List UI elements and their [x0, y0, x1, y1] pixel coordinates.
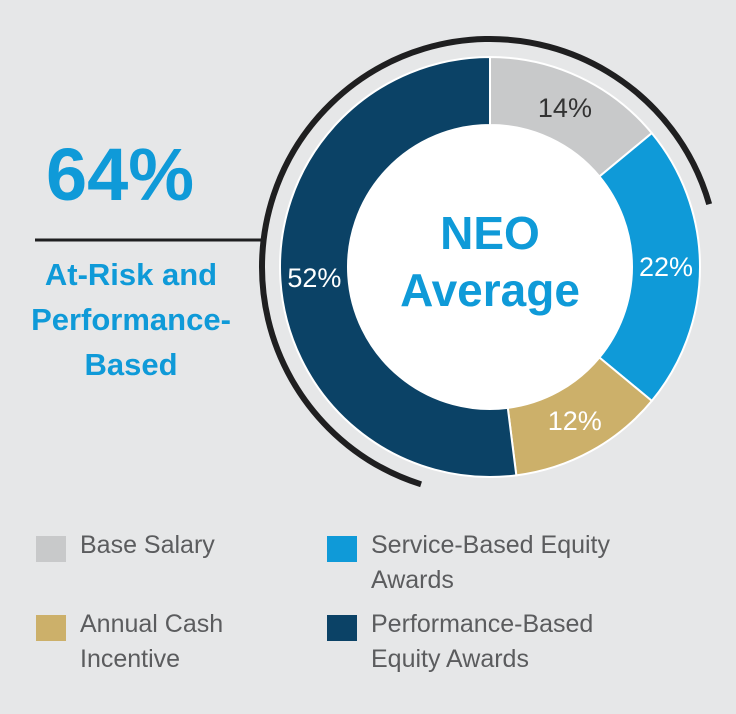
chart-center-label: NEO Average — [400, 207, 580, 316]
at-risk-percent: 64% — [45, 133, 195, 216]
legend-label-base-salary: Base Salary — [80, 531, 215, 559]
legend-swatch-service-equity — [327, 536, 357, 562]
legend-label-annual-cash: Annual Cash Incentive — [80, 610, 224, 673]
legend-label-service-equity: Service-Based Equity Awards — [371, 531, 611, 594]
legend-swatch-annual-cash — [36, 615, 66, 641]
legend-label-performance-equity: Performance-Based Equity Awards — [371, 610, 594, 673]
legend-swatch-base-salary — [36, 536, 66, 562]
at-risk-label: At-Risk and Performance-Based — [31, 257, 231, 382]
slice-base-salary-label: 14% — [538, 93, 592, 123]
donut-hole — [348, 125, 632, 409]
slice-annual-cash-label: 12% — [548, 406, 602, 436]
legend-swatch-performance-equity — [327, 615, 357, 641]
slice-service-equity-label: 22% — [639, 252, 693, 282]
slice-performance-equity-label: 52% — [287, 263, 341, 293]
at-risk-bracket-arc — [259, 36, 713, 488]
